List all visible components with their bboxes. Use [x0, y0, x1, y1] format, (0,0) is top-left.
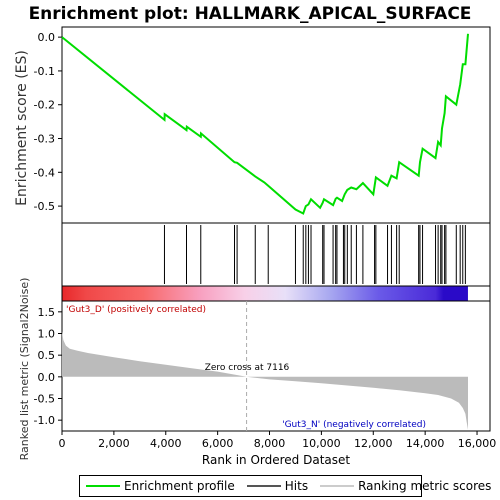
es-y-tick-label: -0.4 [34, 166, 55, 179]
x-tick-label: 2,000 [98, 437, 130, 450]
x-tick-label: 0 [59, 437, 66, 450]
zero-cross-label: Zero cross at 7116 [205, 363, 290, 373]
legend-item-metric: Ranking metric scores [320, 479, 491, 493]
es-y-tick-label: -0.1 [34, 65, 55, 78]
legend-metric-label: Ranking metric scores [358, 479, 492, 493]
metric-y-axis: 1.5 1.0 0.5 0.0 -0.5 -1.0 [34, 306, 62, 427]
x-tick-label: 12,000 [354, 437, 393, 450]
legend-item-hits: Hits [246, 479, 309, 493]
x-tick-label: 4,000 [150, 437, 182, 450]
es-y-tick-label: -0.2 [34, 99, 55, 112]
es-panel: 0.0 -0.1 -0.2 -0.3 -0.4 -0.5 Enrichment score… [14, 26, 491, 224]
metric-y-tick-label: 1.5 [38, 306, 56, 319]
legend-profile-swatch [86, 485, 120, 487]
x-tick-label: 8,000 [254, 437, 286, 450]
es-panel-frame [61, 26, 491, 224]
x-tick-label: 14,000 [406, 437, 445, 450]
enrichment-profile-line [61, 33, 469, 215]
ranking-color-bar [62, 286, 468, 301]
metric-y-axis-label: Ranked list metric (Signal2Noise) [18, 278, 31, 461]
es-y-tick-label: -0.5 [34, 200, 55, 213]
metric-y-tick-label: 0.0 [38, 371, 56, 384]
es-y-tick-label: -0.3 [34, 133, 55, 146]
metric-y-tick-label: -1.0 [34, 414, 55, 427]
es-y-axis-label: Enrichment score (ES) [14, 50, 30, 206]
hits-panel-frame [61, 222, 491, 287]
legend-metric-swatch [320, 485, 355, 487]
legend-item-profile: Enrichment profile [86, 479, 235, 493]
x-tick-label: 16,000 [458, 437, 497, 450]
metric-y-tick-label: -0.5 [34, 393, 55, 406]
es-y-axis: 0.0 -0.1 -0.2 -0.3 -0.4 -0.5 [34, 31, 62, 213]
x-tick-label: 10,000 [302, 437, 341, 450]
es-y-tick-label: 0.0 [38, 31, 56, 44]
metric-panel: 1.5 1.0 0.5 0.0 -0.5 -1.0 'Gut3_D' (positivel… [18, 278, 491, 461]
positive-correlation-label: 'Gut3_D' (positively correlated) [66, 305, 206, 315]
negative-correlation-label: 'Gut3_N' (negatively correlated) [282, 420, 426, 430]
legend-hits-swatch [246, 485, 281, 487]
chart-title: Enrichment plot: HALLMARK_APICAL_SURFACE [29, 4, 472, 24]
x-tick-label: 6,000 [202, 437, 234, 450]
metric-y-tick-label: 1.0 [38, 328, 56, 341]
hits-panel [61, 222, 491, 287]
metric-y-tick-label: 0.5 [38, 349, 56, 362]
legend: Enrichment profile Hits Ranking metric s… [79, 475, 491, 497]
hit-markers [163, 225, 466, 284]
ranking-metric-area [62, 331, 468, 430]
legend-hits-label: Hits [284, 479, 309, 493]
x-axis-label: Rank in Ordered Dataset [202, 453, 350, 467]
x-axis: 0 2,000 4,000 6,000 8,000 10,000 12,000 14,000 1… [59, 431, 497, 450]
legend-profile-label: Enrichment profile [124, 479, 235, 493]
